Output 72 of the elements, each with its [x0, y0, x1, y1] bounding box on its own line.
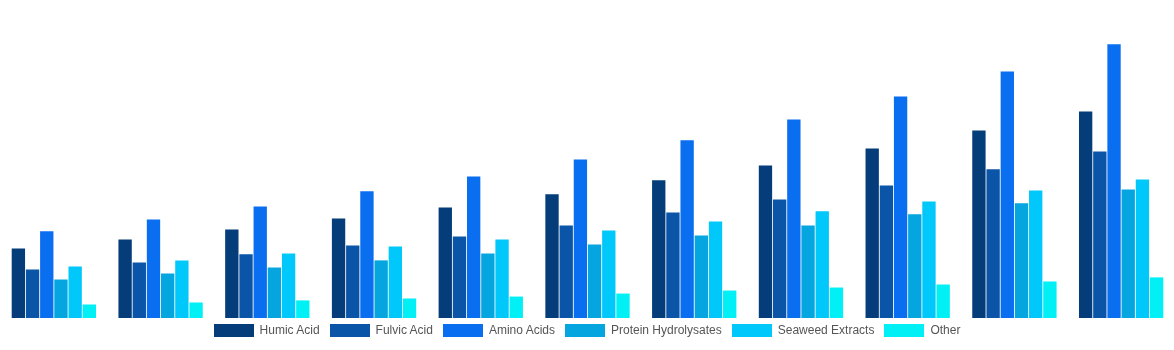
- bar: [893, 96, 908, 318]
- bar: [680, 140, 694, 318]
- bar: [1093, 151, 1107, 318]
- bar: [25, 269, 40, 318]
- bar: [175, 260, 189, 318]
- bar: [495, 239, 509, 318]
- bar: [481, 253, 495, 318]
- bar: [787, 119, 801, 318]
- bar: [360, 191, 374, 318]
- bar: [239, 254, 253, 318]
- bar: [189, 302, 203, 318]
- bar: [438, 207, 452, 318]
- bar: [467, 176, 481, 318]
- bar: [253, 206, 267, 318]
- bar: [801, 225, 815, 318]
- bar: [1000, 71, 1014, 318]
- bar: [132, 262, 146, 318]
- bar: [1149, 277, 1164, 318]
- bar: [573, 159, 588, 318]
- bar: [559, 225, 573, 318]
- bar: [68, 266, 82, 318]
- legend-label: Humic Acid: [259, 322, 320, 339]
- bar: [694, 235, 708, 318]
- bar: [388, 246, 403, 318]
- bar: [509, 296, 523, 318]
- bar: [972, 130, 986, 318]
- bar: [879, 185, 894, 318]
- bar: [1107, 44, 1121, 318]
- bar: [374, 260, 388, 318]
- bar: [118, 239, 132, 318]
- bar: [772, 199, 787, 318]
- bar: [545, 194, 559, 318]
- bar: [602, 230, 616, 318]
- bar: [1121, 189, 1135, 318]
- bar: [54, 279, 68, 318]
- bar: [267, 267, 282, 318]
- bar: [146, 219, 161, 318]
- bar: [346, 245, 360, 318]
- bar: [296, 300, 310, 318]
- bar: [758, 165, 773, 318]
- bar: [161, 273, 175, 318]
- bar: [82, 304, 97, 318]
- bar: [402, 298, 417, 318]
- bar: [708, 221, 723, 318]
- bar: [281, 253, 296, 318]
- bar: [815, 211, 829, 318]
- bar: [666, 212, 680, 318]
- bar: [1078, 111, 1093, 318]
- legend-label: Seaweed Extracts: [777, 322, 875, 339]
- bar: [11, 248, 26, 318]
- bar: [723, 290, 737, 318]
- bar: [1014, 203, 1029, 318]
- bar: [587, 244, 602, 318]
- legend-label: Protein Hydrolysates: [610, 322, 722, 339]
- bar: [331, 218, 346, 318]
- bar: [1029, 190, 1043, 318]
- bar: [865, 148, 879, 318]
- legend-label: Amino Acids: [488, 322, 555, 339]
- bar: [225, 229, 239, 318]
- bar: [829, 287, 844, 318]
- bar: [652, 180, 666, 318]
- bar: [616, 293, 630, 318]
- legend-label: Other: [930, 322, 961, 339]
- bar: [986, 169, 1000, 318]
- bar: [908, 214, 922, 318]
- bar: [936, 284, 950, 318]
- bar: [922, 201, 936, 318]
- bar: [1043, 281, 1057, 318]
- bar: [40, 231, 54, 318]
- bar: [1135, 179, 1150, 318]
- bar: [452, 236, 467, 318]
- legend-label: Fulvic Acid: [375, 322, 433, 339]
